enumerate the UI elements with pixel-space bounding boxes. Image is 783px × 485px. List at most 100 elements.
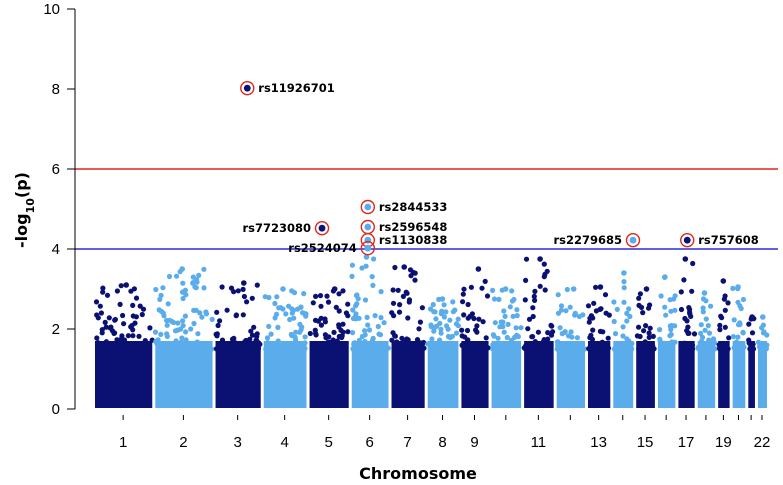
peak-snp-point xyxy=(735,284,741,290)
snp-point xyxy=(620,324,626,330)
snp-point xyxy=(722,293,728,299)
snp-point xyxy=(302,334,308,340)
snp-point xyxy=(249,332,256,338)
highlight-ring xyxy=(680,232,695,248)
snp-point xyxy=(558,303,565,309)
snp-point xyxy=(287,316,293,323)
snp-point xyxy=(624,310,630,316)
highlight-ring xyxy=(314,220,330,236)
snp-point xyxy=(468,345,474,351)
snp-point xyxy=(416,326,422,332)
snp-point xyxy=(511,346,517,352)
snp-point xyxy=(477,342,483,348)
chromosome-8-points xyxy=(425,296,461,408)
snp-point xyxy=(431,328,437,334)
snp-point xyxy=(125,333,131,339)
snp-point xyxy=(581,346,588,352)
snp-point xyxy=(593,344,599,350)
snp-point xyxy=(530,334,536,340)
snp-point xyxy=(507,304,513,310)
snp-point xyxy=(730,334,737,340)
snp-point xyxy=(530,305,536,311)
chromosome-12-points xyxy=(554,286,588,408)
snp-point xyxy=(190,280,196,286)
snp-point xyxy=(180,344,186,350)
y-tick-label: 8 xyxy=(52,81,60,98)
snp-point xyxy=(274,294,280,300)
dense-snp-band xyxy=(215,341,261,408)
snp-point xyxy=(385,345,391,351)
snp-point xyxy=(657,336,663,342)
snp-point xyxy=(236,345,243,351)
snp-label: rs1130838 xyxy=(379,233,448,247)
snp-point xyxy=(141,342,147,348)
snp-point xyxy=(572,312,578,318)
snp-point xyxy=(395,287,401,293)
snp-point xyxy=(433,346,439,352)
snp-point xyxy=(353,292,360,299)
snp-point xyxy=(241,342,248,349)
snp-point xyxy=(523,256,530,262)
snp-point xyxy=(441,302,447,308)
snp-point xyxy=(515,346,521,352)
snp-point xyxy=(510,313,516,319)
snp-point xyxy=(537,283,543,289)
snp-point xyxy=(419,346,426,352)
snp-point xyxy=(332,345,338,351)
snp-point xyxy=(548,332,555,338)
snp-point xyxy=(359,265,365,271)
snp-point xyxy=(495,335,501,341)
x-tick-label: 7 xyxy=(403,434,411,451)
snp-point xyxy=(209,346,215,352)
snp-point xyxy=(438,330,444,336)
snp-point xyxy=(286,342,292,348)
snp-point xyxy=(605,335,611,341)
snp-point xyxy=(263,346,269,352)
snp-point xyxy=(638,304,645,310)
snp-point xyxy=(563,308,569,314)
snp-point xyxy=(372,313,378,319)
snp-point xyxy=(735,345,742,352)
snp-point xyxy=(737,303,743,309)
snp-point xyxy=(505,321,511,327)
snp-point xyxy=(130,333,136,339)
y-tick-label: 0 xyxy=(52,401,60,418)
chromosome-18-points xyxy=(695,290,718,408)
snp-point xyxy=(708,303,714,309)
highlight-ring xyxy=(625,232,641,248)
snp-point xyxy=(514,313,520,319)
snp-point xyxy=(272,300,278,307)
snp-point xyxy=(749,330,756,336)
snp-point xyxy=(642,339,648,345)
snp-point xyxy=(401,338,407,344)
snp-point xyxy=(362,297,369,303)
snp-point xyxy=(353,303,359,309)
snp-point xyxy=(389,337,395,343)
snp-point xyxy=(459,327,465,333)
snp-point xyxy=(568,329,574,335)
y-axis: 0 2 4 6 8 10 xyxy=(43,1,76,418)
snp-point xyxy=(173,338,179,344)
snp-point xyxy=(700,305,706,311)
dense-snp-band xyxy=(427,341,459,408)
snp-point xyxy=(668,326,674,333)
snp-point xyxy=(178,339,184,345)
snp-point xyxy=(464,327,471,334)
snp-point xyxy=(372,346,378,352)
snp-point xyxy=(130,302,136,308)
snp-point xyxy=(614,306,620,312)
snp-point xyxy=(164,317,170,324)
snp-point xyxy=(671,296,677,302)
snp-point xyxy=(164,322,170,328)
snp-point xyxy=(293,341,300,347)
snp-point xyxy=(117,301,123,307)
snp-label: rs2844533 xyxy=(379,200,448,214)
snp-point xyxy=(100,285,106,291)
snp-point xyxy=(251,324,257,330)
chromosome-10-points xyxy=(490,286,524,408)
chromosome-20-points xyxy=(730,284,747,408)
snp-point xyxy=(702,327,708,333)
snp-point xyxy=(647,325,653,331)
snp-point xyxy=(201,266,207,272)
snp-point xyxy=(349,273,355,279)
